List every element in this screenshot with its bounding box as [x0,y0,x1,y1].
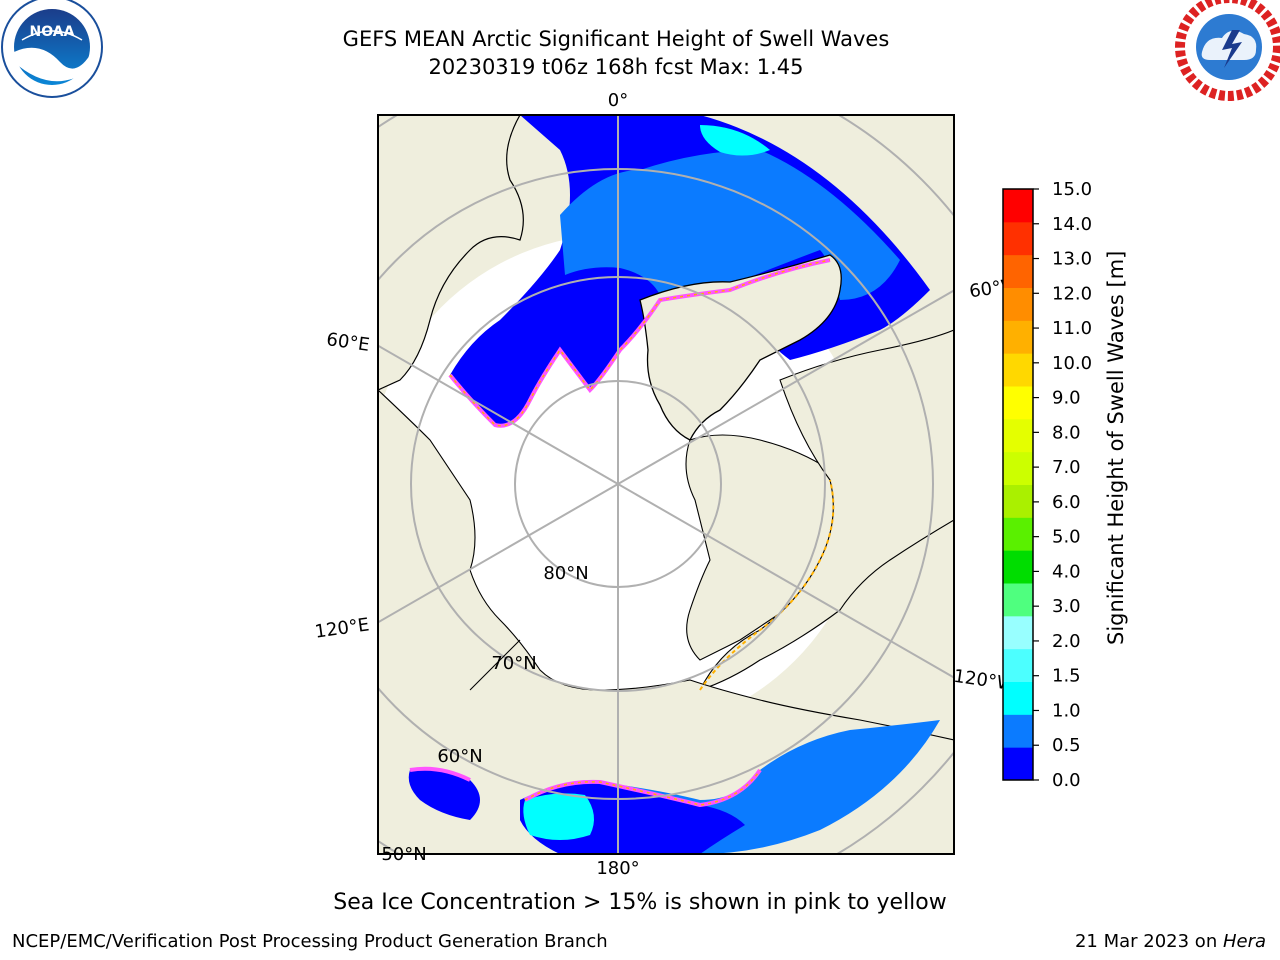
chart-title: GEFS MEAN Arctic Significant Height of S… [342,27,890,51]
colorbar-tick-label: 4.0 [1052,561,1081,582]
colorbar-tick-label: 3.0 [1052,596,1081,617]
lon-label-180: 180° [596,858,639,879]
ice-edge-atlantic-yellow [449,259,831,427]
colorbar-tick-label: 0.5 [1052,735,1081,756]
colorbar-tick-label: 10.0 [1052,353,1092,374]
colorbar-bin [1003,583,1033,617]
colorbar-bin [1003,254,1033,288]
noaa-logo-text: NOAA [30,24,75,40]
colorbar-bin [1003,418,1033,453]
colorbar-tick-label: 11.0 [1052,318,1092,339]
footer-host: Hera [1222,931,1266,952]
colorbar [1003,189,1033,781]
colorbar-bin [1003,287,1033,321]
footer-date: 21 Mar 2023 on Hera [1075,931,1266,952]
colorbar-tick-label: 14.0 [1052,214,1092,235]
colorbar-frame [1002,188,1034,781]
colorbar-label: Significant Height of Swell Waves [m] [1102,251,1130,645]
lat-label-80: 80°N [543,563,588,584]
map-frame [377,114,955,855]
colorbar-bin [1003,681,1033,715]
sea-ice-note: Sea Ice Concentration > 15% is shown in … [333,890,947,915]
colorbar-bin [1003,747,1033,781]
colorbar-ticks: 15.0 14.0 13.0 12.0 11.0 10.0 9.0 8.0 7.0 6.0 5.0 4… [1033,179,1092,791]
colorbar-tick-label: 8.0 [1052,422,1081,443]
lat-label-70: 70°N [491,653,536,674]
ice-edge-okhotsk [409,766,471,782]
colorbar-bin [1003,484,1033,518]
okhotsk-swell-low [408,768,480,820]
atlantic-swell-mid [560,150,900,300]
colorbar-bin [1003,648,1033,682]
greenland-land [639,254,842,441]
lat-label-60: 60°N [437,746,482,767]
chart-subtitle: 20230319 t06z 168h fcst Max: 1.45 [428,55,804,79]
colorbar-bin [1003,550,1033,584]
colorbar-bin [1003,353,1033,387]
map-panel [378,115,954,854]
colorbar-tick-label: 1.0 [1052,700,1081,721]
colorbar-tick-label: 9.0 [1052,388,1081,409]
colorbar-bin [1003,517,1033,551]
meridian-120w [617,483,954,679]
colorbar-tick-label: 15.0 [1052,179,1092,200]
meridian-120e [378,483,619,624]
colorbar-bin [1003,615,1033,650]
colorbar-tick-label: 2.0 [1052,631,1081,652]
colorbar-label-text: Significant Height of Swell Waves [m] [1104,250,1128,645]
colorbar-bin [1003,451,1033,485]
colorbar-tick-label: 7.0 [1052,457,1081,478]
colorbar-bin [1003,189,1033,223]
canada-archipelago-land [685,434,854,661]
colorbar-bin [1003,386,1033,420]
scandinavia-land [378,115,524,391]
noaa-logo-icon: NOAA [1,0,103,98]
nws-logo-icon [1175,0,1280,101]
colorbar-tick-label: 1.5 [1052,666,1081,687]
meridian-60w [617,289,954,485]
ice-edge-pacific-yellow [524,769,761,806]
colorbar-bin [1003,221,1033,256]
lat-label-50: 50°N [381,844,426,865]
pacific-swell-cyan [523,793,594,840]
colorbar-bin [1003,320,1033,354]
lon-label-0: 0° [608,90,628,111]
colorbar-tick-label: 0.0 [1052,770,1081,791]
atlantic-swell-cyan [700,125,770,156]
lon-label-60e: 60°E [325,329,371,356]
footer-credit: NCEP/EMC/Verification Post Processing Pr… [12,931,608,952]
colorbar-tick-label: 5.0 [1052,527,1081,548]
colorbar-tick-label: 12.0 [1052,283,1092,304]
colorbar-tick-label: 13.0 [1052,249,1092,270]
footer-date-text: 21 Mar 2023 on [1074,931,1223,952]
colorbar-bin [1003,714,1033,748]
ice-edge-archipelago [699,479,835,691]
colorbar-tick-label: 6.0 [1052,492,1081,513]
meridian-60e [378,344,619,485]
lon-label-120e: 120°E [314,614,371,642]
